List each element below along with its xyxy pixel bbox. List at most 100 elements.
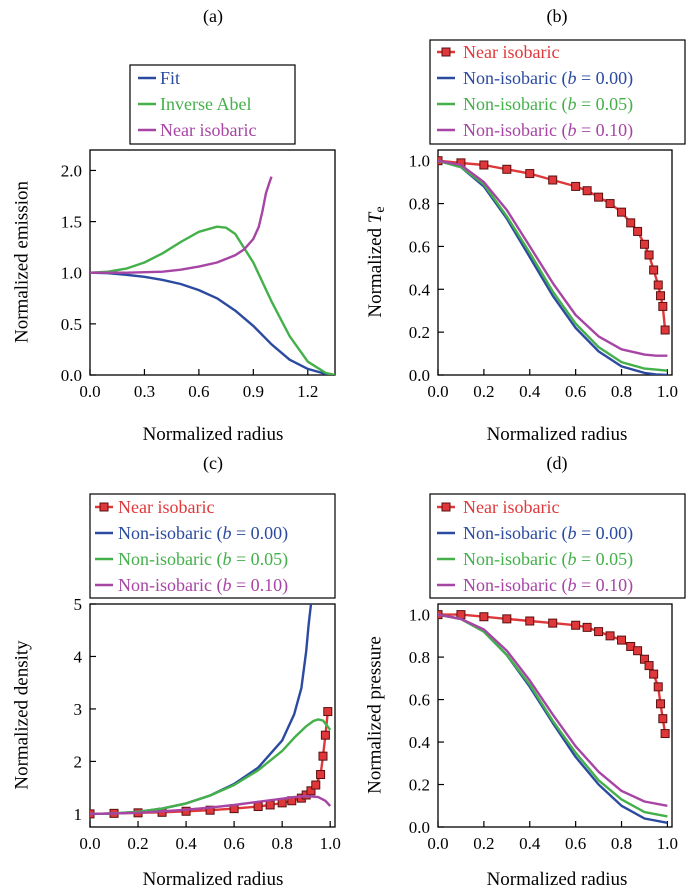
data-point-marker <box>582 622 592 632</box>
x-tick-label: 1.0 <box>657 382 678 401</box>
y-tick-label: 4 <box>74 647 83 666</box>
data-point-marker <box>658 301 668 311</box>
y-tick-label: 0.2 <box>409 776 430 795</box>
data-point-marker <box>633 646 643 656</box>
legend <box>89 493 336 599</box>
data-point-marker <box>656 291 666 301</box>
data-point-marker <box>649 265 659 275</box>
x-tick-label: 0.8 <box>611 382 632 401</box>
series-group <box>438 610 670 824</box>
x-tick-label: 0.6 <box>223 834 244 853</box>
legend-marker <box>99 502 109 512</box>
data-point-marker <box>265 800 275 810</box>
data-point-marker <box>594 627 604 637</box>
data-point-marker <box>548 618 558 628</box>
y-tick-label: 0.4 <box>409 280 431 299</box>
plot-frame <box>437 149 673 376</box>
x-tick-label: 1.2 <box>297 382 318 401</box>
legend-box <box>429 39 686 145</box>
y-tick-label: 0.0 <box>61 366 82 385</box>
data-point-marker <box>633 226 643 236</box>
data-point-marker <box>525 169 535 179</box>
x-tick-label: 0.2 <box>127 834 148 853</box>
panel-d: (d) 0.0 0.2 0.4 0.6 0.8 1.0 0.0 0.2 0.4 0.6 0.8 1.0 N… <box>365 453 686 890</box>
data-point-marker <box>660 325 670 335</box>
x-tick-label: 0.2 <box>473 382 494 401</box>
series-line <box>438 613 668 818</box>
x-axis-label: Normalized radius <box>487 869 628 890</box>
series-line <box>438 159 668 375</box>
series-line <box>90 225 335 375</box>
y-tick-label: 0.6 <box>409 237 430 256</box>
y-tick-label: 0.0 <box>409 818 430 837</box>
series-line <box>90 718 332 816</box>
x-tick-label: 0.6 <box>188 382 209 401</box>
y-tick-label: 0.5 <box>61 315 82 334</box>
legend-marker <box>441 47 451 57</box>
series-line <box>438 159 667 331</box>
series-line <box>90 176 273 274</box>
x-tick-label: 0.6 <box>565 382 586 401</box>
legend <box>429 39 686 145</box>
legend-label: Non-isobaric (b = 0.05) <box>118 549 288 570</box>
legend-label: Non-isobaric (b = 0.00) <box>463 523 633 544</box>
data-point-marker <box>605 631 615 641</box>
legend-marker <box>441 502 451 512</box>
data-point-marker <box>649 669 659 679</box>
panel-c: (c) 0.0 0.2 0.4 0.6 0.8 1.0 1 2 3 4 5 Normalized rad… <box>12 453 341 890</box>
data-point-marker <box>594 192 604 202</box>
data-point-marker <box>617 207 627 217</box>
data-point-marker <box>644 250 654 260</box>
legend-label: Fit <box>160 68 180 88</box>
y-axis-label: Normalized pressure <box>365 636 386 794</box>
legend-label: Near isobaric <box>463 42 559 62</box>
x-axis-label: Normalized radius <box>143 869 284 890</box>
y-tick-label: 0.2 <box>409 323 430 342</box>
x-axis-label: Normalized radius <box>143 424 284 445</box>
panel-b: (b) 0.0 0.2 0.4 0.6 0.8 1.0 0.0 0.2 0.4 0.6 0.8 1.0 N… <box>365 6 686 445</box>
x-tick-label: 0.9 <box>243 382 264 401</box>
data-point-marker <box>548 175 558 185</box>
y-tick-label: 2.0 <box>61 161 82 180</box>
data-point-marker <box>639 239 649 249</box>
data-point-marker <box>479 612 489 622</box>
legend-label: Near isobaric <box>118 497 214 517</box>
legend-label: Near isobaric <box>463 497 559 517</box>
data-point-marker <box>306 786 316 796</box>
series-line <box>438 159 668 357</box>
y-tick-label: 5 <box>74 595 83 614</box>
data-point-marker <box>653 682 663 692</box>
x-tick-label: 0.2 <box>473 834 494 853</box>
y-tick-label: 0.8 <box>409 648 430 667</box>
x-tick-label: 0.4 <box>519 834 541 853</box>
data-point-marker <box>639 654 649 664</box>
x-tick-label: 0.8 <box>611 834 632 853</box>
y-tick-label: 0.4 <box>409 733 431 752</box>
series-line <box>438 159 668 372</box>
series-line <box>438 613 667 734</box>
data-point-marker <box>316 770 326 780</box>
legend-label: Non-isobaric (b = 0.05) <box>463 549 633 570</box>
data-point-marker <box>479 160 489 170</box>
panel-label: (b) <box>547 6 568 27</box>
data-point-marker <box>320 730 330 740</box>
data-point-marker <box>571 620 581 630</box>
legend-label: Non-isobaric (b = 0.05) <box>463 94 633 115</box>
y-axis-label: Normalized Te <box>365 206 388 317</box>
y-tick-label: 1.0 <box>409 152 430 171</box>
data-point-marker <box>502 164 512 174</box>
y-tick-label: 2 <box>74 752 83 771</box>
x-tick-label: 0.4 <box>519 382 541 401</box>
legend-label: Non-isobaric (b = 0.00) <box>463 68 633 89</box>
legend-box <box>89 493 336 599</box>
x-tick-label: 0.4 <box>175 834 197 853</box>
plot-frame <box>437 603 673 828</box>
data-point-marker <box>660 729 670 739</box>
series-line <box>90 794 332 816</box>
series-group <box>90 176 335 375</box>
y-tick-label: 0.8 <box>409 195 430 214</box>
data-point-marker <box>525 616 535 626</box>
legend-label: Non-isobaric (b = 0.00) <box>118 523 288 544</box>
plot-frame <box>89 149 336 376</box>
